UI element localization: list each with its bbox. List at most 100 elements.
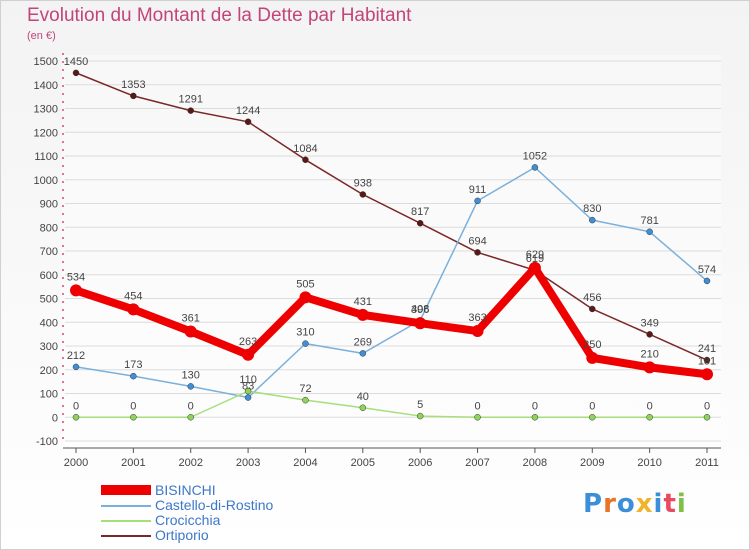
point-castello-di-rostino — [187, 383, 194, 390]
point-ortiporio — [416, 219, 424, 227]
point-castello-di-rostino — [244, 394, 252, 401]
data-label-bisinchi: 454 — [124, 290, 142, 302]
x-tick-label: 2002 — [178, 457, 202, 469]
data-label-bisinchi: 263 — [239, 336, 257, 348]
point-crocicchia — [474, 414, 481, 421]
data-label-ortiporio: 1084 — [293, 143, 317, 155]
legend-swatch-castello-di-rostino — [101, 505, 151, 507]
point-bisinchi — [643, 361, 656, 374]
y-tick-label: -100 — [36, 436, 58, 448]
y-tick-label: 900 — [40, 199, 58, 211]
x-tick-label: 2009 — [580, 457, 604, 469]
point-bisinchi — [70, 284, 82, 297]
point-castello-di-rostino — [302, 340, 309, 347]
data-label-ortiporio: 619 — [526, 253, 544, 265]
data-label-bisinchi: 210 — [640, 348, 658, 360]
point-crocicchia — [416, 412, 424, 420]
point-castello-di-rostino — [646, 228, 653, 236]
data-label-castello-di-rostino: 408 — [411, 303, 429, 315]
y-tick-label: 1400 — [34, 80, 58, 92]
y-tick-label: 100 — [40, 389, 58, 401]
data-label-bisinchi: 181 — [698, 355, 716, 367]
point-bisinchi — [586, 351, 599, 364]
data-label-ortiporio: 694 — [468, 235, 486, 247]
series-line-crocicchia — [75, 390, 708, 418]
data-label-crocicchia: 0 — [130, 400, 136, 412]
data-label-ortiporio: 1291 — [178, 94, 202, 106]
point-ortiporio — [646, 331, 653, 338]
data-label-castello-di-rostino: 130 — [182, 369, 200, 381]
data-label-crocicchia: 0 — [647, 400, 653, 412]
series-line-bisinchi — [72, 263, 711, 379]
y-tick-label: 1000 — [34, 175, 58, 187]
legend-label-crocicchia: Crocicchia — [155, 512, 221, 528]
data-label-bisinchi: 431 — [354, 296, 372, 308]
data-label-ortiporio: 1244 — [236, 105, 260, 117]
chart-title: Evolution du Montant de la Dette par Hab… — [27, 5, 412, 26]
data-label-crocicchia: 0 — [532, 400, 538, 412]
data-label-crocicchia: 5 — [417, 399, 423, 411]
y-tick-label: 600 — [40, 270, 58, 282]
data-label-bisinchi: 363 — [468, 312, 486, 324]
data-label-castello-di-rostino: 781 — [640, 215, 658, 227]
y-tick-label: 1500 — [34, 56, 58, 68]
data-label-bisinchi: 505 — [296, 278, 314, 290]
data-label-crocicchia: 110 — [239, 374, 257, 386]
data-label-ortiporio: 241 — [698, 343, 716, 355]
x-tick-label: 2000 — [64, 457, 88, 469]
data-label-crocicchia: 72 — [299, 383, 311, 395]
data-label-bisinchi: 396 — [411, 304, 429, 316]
data-label-castello-di-rostino: 911 — [469, 184, 487, 196]
point-crocicchia — [646, 414, 653, 421]
point-bisinchi — [701, 368, 713, 381]
point-ortiporio — [130, 92, 137, 100]
legend-swatch-crocicchia — [101, 520, 151, 522]
point-ortiporio — [703, 356, 711, 364]
data-label-ortiporio: 1450 — [64, 56, 88, 68]
proxiti-logo: Proxiti — [583, 489, 687, 519]
x-tick-label: 2001 — [121, 457, 145, 469]
point-bisinchi — [471, 325, 484, 338]
point-castello-di-rostino — [531, 164, 539, 171]
data-label-crocicchia: 0 — [589, 400, 595, 412]
point-castello-di-rostino — [359, 350, 367, 357]
chart-unit: (en €) — [27, 30, 56, 42]
series-line-ortiporio — [75, 72, 708, 361]
x-tick-label: 2008 — [523, 457, 547, 469]
x-tick-label: 2007 — [465, 457, 489, 469]
point-ortiporio — [302, 156, 309, 164]
x-tick-label: 2010 — [637, 457, 661, 469]
point-ortiporio — [474, 249, 481, 256]
point-bisinchi — [127, 303, 140, 316]
data-label-castello-di-rostino: 1052 — [523, 150, 547, 162]
point-castello-di-rostino — [72, 363, 80, 371]
point-crocicchia — [244, 387, 252, 395]
x-tick-label: 2006 — [408, 457, 432, 469]
legend-swatch-ortiporio — [101, 535, 151, 537]
point-ortiporio — [244, 118, 252, 126]
y-tick-label: 500 — [40, 294, 58, 306]
data-label-bisinchi: 534 — [67, 271, 85, 283]
data-label-crocicchia: 0 — [73, 400, 79, 412]
data-label-castello-di-rostino: 269 — [354, 336, 372, 348]
point-crocicchia — [531, 414, 539, 421]
data-label-bisinchi: 250 — [583, 339, 601, 351]
x-tick-label: 2011 — [695, 457, 719, 469]
point-ortiporio — [187, 107, 194, 114]
point-crocicchia — [589, 414, 596, 421]
data-label-crocicchia: 0 — [188, 400, 194, 412]
legend-label-bisinchi: BISINCHI — [155, 482, 216, 498]
data-label-ortiporio: 1353 — [121, 79, 145, 91]
point-crocicchia — [72, 414, 80, 421]
point-bisinchi — [356, 308, 369, 321]
legend-label-ortiporio: Ortiporio — [155, 527, 209, 543]
data-label-castello-di-rostino: 173 — [124, 359, 142, 371]
x-tick-label: 2005 — [351, 457, 375, 469]
point-bisinchi — [528, 261, 541, 274]
point-bisinchi — [299, 291, 312, 304]
point-crocicchia — [359, 404, 367, 411]
y-tick-label: 800 — [40, 222, 58, 234]
y-tick-label: 700 — [40, 246, 58, 258]
